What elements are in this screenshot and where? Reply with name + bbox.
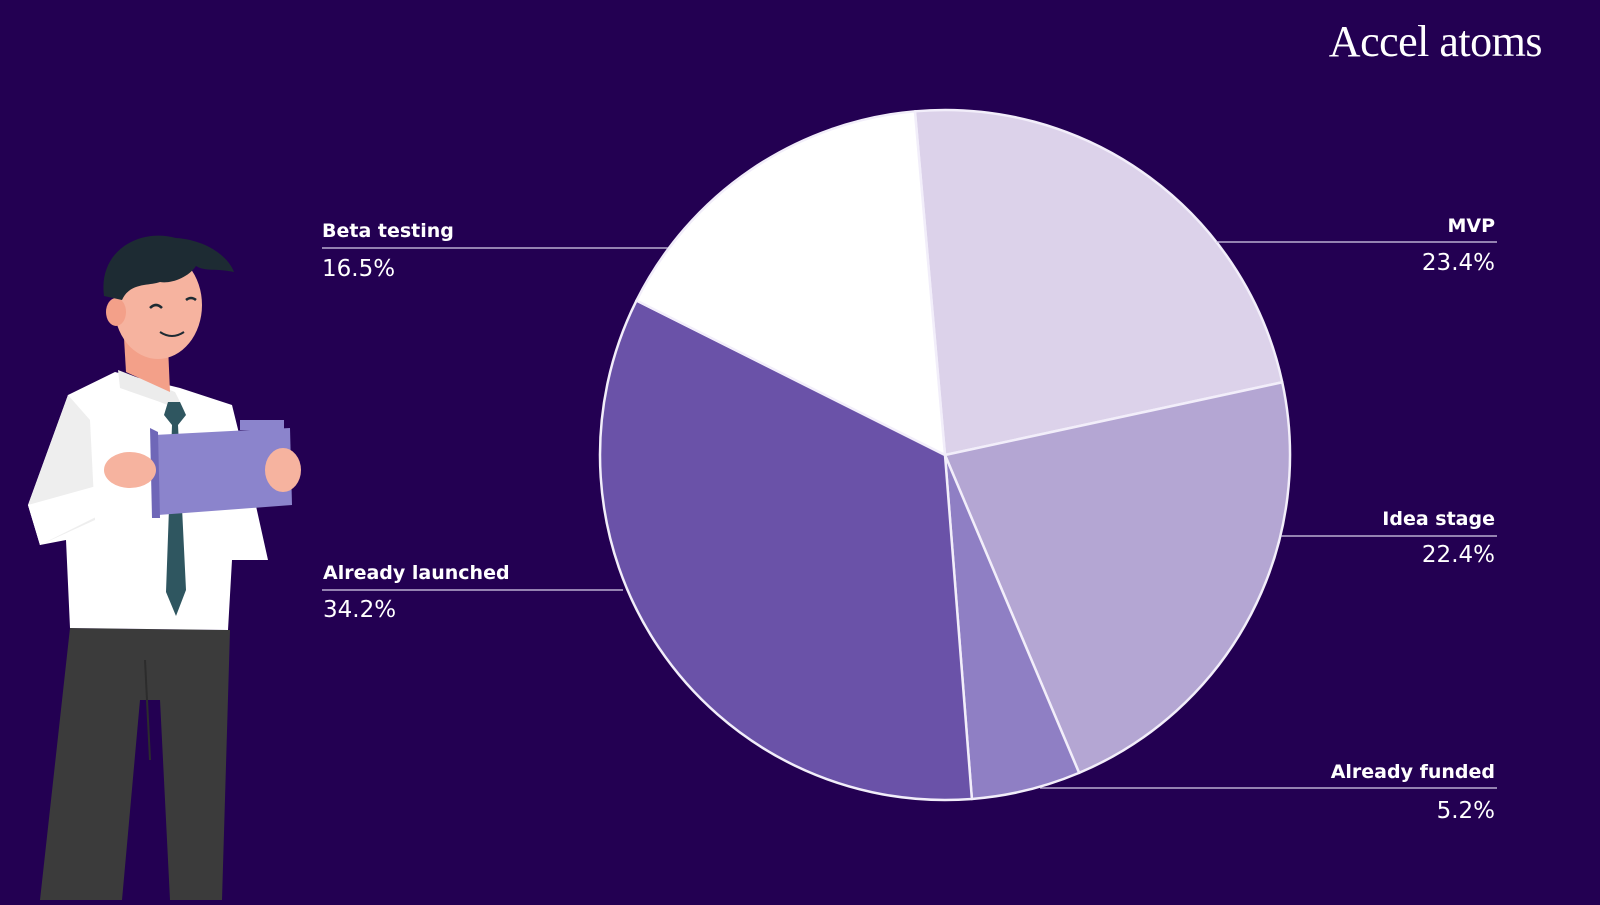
slice-value-mvp: 23.4%	[1422, 250, 1495, 276]
slice-value-idea-stage: 22.4%	[1422, 542, 1495, 568]
slice-label-already-launched: Already launched	[323, 562, 510, 584]
slice-value-already-launched: 34.2%	[323, 597, 396, 623]
pie-slice-beta-testing	[635, 110, 947, 457]
slice-value-beta-testing: 16.5%	[322, 256, 395, 282]
pie-slice-mvp	[913, 108, 1284, 457]
slice-label-mvp: MVP	[1447, 215, 1495, 237]
accel-atoms-logo: Accel atoms	[1328, 17, 1543, 66]
pie-slice-idea-stage	[943, 381, 1292, 775]
slice-label-already-funded: Already funded	[1331, 761, 1495, 783]
slice-label-beta-testing: Beta testing	[322, 220, 454, 242]
slice-label-idea-stage: Idea stage	[1382, 508, 1495, 530]
pie-slices	[598, 108, 1292, 802]
pie-slice-already-launched	[598, 299, 974, 802]
slice-value-already-funded: 5.2%	[1437, 798, 1495, 824]
businessman-illustration-icon	[28, 235, 301, 900]
